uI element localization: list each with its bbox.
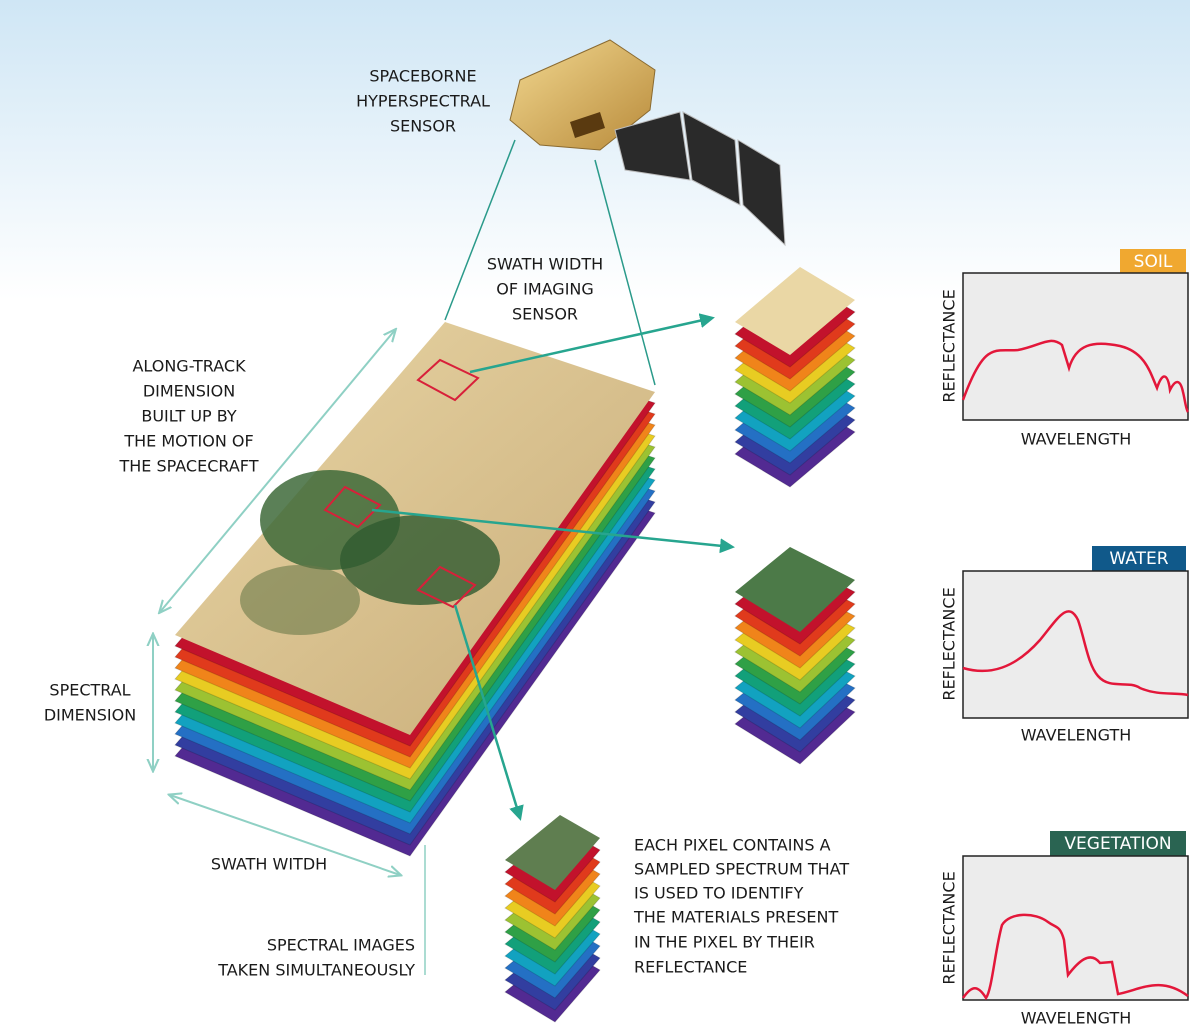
axis-label: WAVELENGTH xyxy=(1021,430,1132,449)
label: HYPERSPECTRAL xyxy=(356,92,490,111)
label: REFLECTANCE xyxy=(634,958,747,977)
label: SPECTRAL IMAGES xyxy=(267,936,415,955)
tag: VEGETATION xyxy=(1064,834,1171,854)
label: SPACEBORNE xyxy=(369,67,476,86)
axis-label: REFLECTANCE xyxy=(940,587,959,700)
label: OF IMAGING xyxy=(496,280,594,299)
label: SENSOR xyxy=(512,305,578,324)
label: EACH PIXEL CONTAINS A xyxy=(634,836,831,855)
label: THE MOTION OF xyxy=(123,432,253,451)
tag: WATER xyxy=(1109,549,1168,569)
diagram: SPACEBORNE HYPERSPECTRAL SENSOR SWATH WI… xyxy=(0,0,1190,1030)
axis-label: WAVELENGTH xyxy=(1021,1009,1132,1028)
spectrum-soil: SOIL REFLECTANCE WAVELENGTH xyxy=(940,249,1189,449)
label: SWATH WIDTH xyxy=(487,255,603,274)
axis-label: WAVELENGTH xyxy=(1021,726,1132,745)
label: SPECTRAL xyxy=(49,681,130,700)
label: SAMPLED SPECTRUM THAT xyxy=(634,860,849,879)
panel xyxy=(963,273,1188,420)
axis-label: REFLECTANCE xyxy=(940,871,959,984)
panel xyxy=(963,856,1188,1000)
label: TAKEN SIMULTANEOUSLY xyxy=(217,961,415,980)
label: DIMENSION xyxy=(143,382,235,401)
vegetation xyxy=(240,565,360,635)
tag: SOIL xyxy=(1134,252,1173,272)
spectrum-vegetation: VEGETATION REFLECTANCE WAVELENGTH xyxy=(940,831,1189,1028)
panel xyxy=(963,571,1188,718)
label: IS USED TO IDENTIFY xyxy=(634,884,804,903)
label: SENSOR xyxy=(390,117,456,136)
label: THE MATERIALS PRESENT xyxy=(633,908,838,927)
label: SWATH WITDH xyxy=(211,855,327,874)
label: DIMENSION xyxy=(44,706,136,725)
label: ALONG-TRACK xyxy=(132,357,246,376)
label: THE SPACECRAFT xyxy=(118,457,258,476)
label: IN THE PIXEL BY THEIR xyxy=(634,933,815,952)
axis-label: REFLECTANCE xyxy=(940,289,959,402)
label: BUILT UP BY xyxy=(141,407,237,426)
spectrum-water: WATER REFLECTANCE WAVELENGTH xyxy=(940,546,1189,745)
